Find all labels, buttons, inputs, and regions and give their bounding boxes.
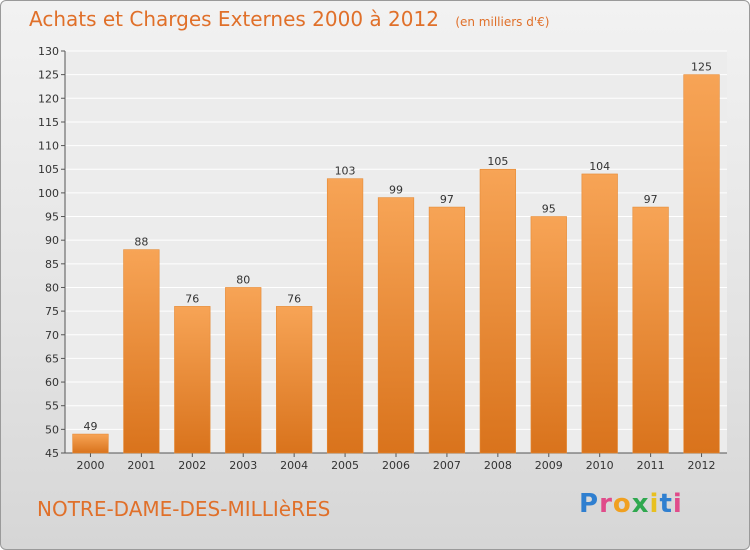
x-axis: 2000 2001 2002 2003 2004 2005 2006 2007 2008 2009… [65, 453, 727, 472]
bar-chart: 45 50 55 60 65 70 75 80 85 90 95 100 105 110 115 120 125… [1, 1, 750, 550]
x-tick-label-2002: 2002 [178, 459, 206, 472]
data-label-2001: 88 [134, 236, 148, 249]
x-tick-label-2001: 2001 [127, 459, 155, 472]
y-tick-label: 105 [38, 163, 59, 176]
bar-2009 [531, 217, 567, 453]
x-tick-label-2006: 2006 [382, 459, 410, 472]
y-tick-label: 130 [38, 45, 59, 58]
y-tick-label: 50 [45, 423, 59, 436]
place-name: NOTRE-DAME-DES-MILLIèRES [37, 497, 330, 521]
bar-2006 [378, 198, 414, 453]
bar-2010 [582, 174, 618, 453]
y-axis: 45 50 55 60 65 70 75 80 85 90 95 100 105 110 115 120 125… [38, 45, 65, 460]
x-tick-label-2003: 2003 [229, 459, 257, 472]
data-label-2005: 103 [335, 165, 356, 178]
bar-2002 [174, 306, 210, 453]
y-tick-label: 95 [45, 211, 59, 224]
y-tick-label: 75 [45, 305, 59, 318]
y-tick-label: 100 [38, 187, 59, 200]
x-tick-label-2007: 2007 [433, 459, 461, 472]
data-label-2008: 105 [487, 155, 508, 168]
x-tick-label-2011: 2011 [637, 459, 665, 472]
data-label-2007: 97 [440, 193, 454, 206]
bar-2005 [327, 179, 363, 453]
data-label-2011: 97 [644, 193, 658, 206]
data-label-2003: 80 [236, 273, 250, 286]
y-tick-label: 125 [38, 69, 59, 82]
y-tick-label: 115 [38, 116, 59, 129]
y-tick-label: 120 [38, 92, 59, 105]
y-tick-label: 90 [45, 234, 59, 247]
bar-2008 [480, 169, 516, 453]
x-tick-label-2009: 2009 [535, 459, 563, 472]
bar-2003 [225, 287, 261, 453]
y-tick-label: 110 [38, 140, 59, 153]
y-tick-label: 45 [45, 447, 59, 460]
bar-2012 [684, 75, 720, 453]
y-tick-label: 70 [45, 329, 59, 342]
data-label-2006: 99 [389, 184, 403, 197]
data-label-2000: 49 [83, 420, 97, 433]
y-tick-label: 65 [45, 352, 59, 365]
x-tick-label-2000: 2000 [76, 459, 104, 472]
proxiti-logo[interactable]: Proxiti [579, 489, 683, 519]
x-tick-label-2012: 2012 [688, 459, 716, 472]
data-label-2009: 95 [542, 203, 556, 216]
x-tick-label-2010: 2010 [586, 459, 614, 472]
y-tick-label: 85 [45, 258, 59, 271]
bar-2007 [429, 207, 465, 453]
data-label-2002: 76 [185, 292, 199, 305]
bar-2011 [633, 207, 669, 453]
x-tick-label-2008: 2008 [484, 459, 512, 472]
bar-2001 [124, 250, 160, 453]
chart-frame: Achats et Charges Externes 2000 à 2012 (… [0, 0, 750, 550]
bar-2000 [73, 434, 109, 453]
data-label-2010: 104 [589, 160, 610, 173]
y-tick-label: 80 [45, 281, 59, 294]
y-tick-label: 55 [45, 400, 59, 413]
data-label-2012: 125 [691, 61, 712, 74]
x-tick-label-2005: 2005 [331, 459, 359, 472]
data-label-2004: 76 [287, 292, 301, 305]
x-tick-label-2004: 2004 [280, 459, 308, 472]
y-tick-label: 60 [45, 376, 59, 389]
bar-2004 [276, 306, 312, 453]
